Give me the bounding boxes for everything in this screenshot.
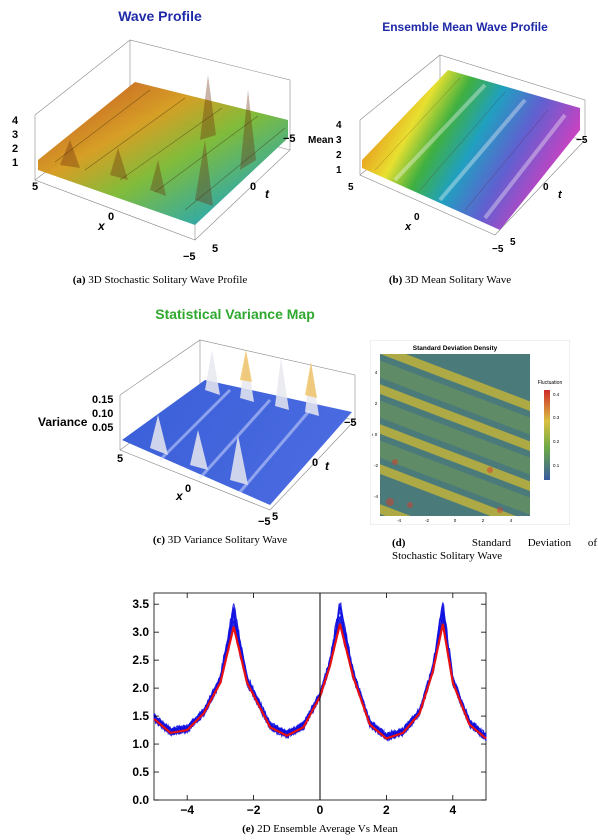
panel-c-xtick: −5 bbox=[258, 516, 271, 528]
panel-c-ttick: −5 bbox=[344, 417, 357, 429]
panel-d-xtick: 2 bbox=[482, 518, 485, 523]
panel-c-zlabel: Variance bbox=[38, 415, 88, 429]
x-tick-label: −2 bbox=[247, 803, 261, 817]
panel-a-ztick: 4 bbox=[12, 115, 19, 127]
panel-b-ztick: 2 bbox=[336, 150, 342, 161]
panel-a-xtick: 5 bbox=[32, 181, 38, 193]
panel-a-ttick: −5 bbox=[283, 133, 296, 145]
panel-d-ytick: 0 bbox=[375, 432, 378, 437]
panel-c-ztick: 0.15 bbox=[92, 394, 113, 406]
y-tick-label: 1.5 bbox=[132, 709, 149, 723]
panel-d-xtick: -4 bbox=[397, 518, 401, 523]
panel-b-caption-letter: (b) bbox=[388, 274, 403, 286]
panel-d-colorbar bbox=[544, 390, 550, 480]
panel-a-title: Wave Profile bbox=[118, 8, 202, 24]
panel-b-zlabel: Mean bbox=[308, 135, 334, 146]
panel-d-legend-tick: 0.1 bbox=[553, 463, 560, 468]
panel-b-ttick: 5 bbox=[510, 237, 516, 248]
panel-b-ztick: 4 bbox=[336, 120, 342, 131]
panel-d-ytick: -2 bbox=[374, 463, 378, 468]
panel-b-xlabel: x bbox=[404, 221, 412, 233]
panel-d-caption-line1: Standard Deviation of bbox=[471, 537, 597, 549]
panel-e-caption-text: 2D Ensemble Average Vs Mean bbox=[257, 823, 398, 835]
panel-a: Wave Profile bbox=[0, 0, 300, 295]
panel-d-caption-letter: (d) bbox=[392, 537, 406, 549]
panel-b-title: Ensemble Mean Wave Profile bbox=[382, 20, 548, 34]
panel-c-ztick: 0.10 bbox=[92, 408, 113, 420]
panel-a-caption-letter: (a) bbox=[72, 274, 86, 286]
panel-d-legend-tick: 0.4 bbox=[553, 392, 560, 397]
x-tick-label: 4 bbox=[449, 803, 456, 817]
panel-b-plot: 4 3 2 1 Mean 5 0 −5 x −5 0 5 t bbox=[308, 54, 588, 255]
panel-e-caption-letter: (e) bbox=[242, 823, 255, 835]
panel-b-tlabel: t bbox=[558, 189, 563, 201]
panel-c-caption: (c) 3D Variance Solitary Wave bbox=[120, 534, 320, 546]
panel-e: 0.0 0.5 1.0 1.5 2.0 2.5 3.0 3.5 −4 −2 0 2 4 (e) 2D E… bbox=[0, 585, 598, 840]
panel-d-plot: Standard Deviation Density -4 -2 0 bbox=[370, 340, 570, 525]
panel-d-xtick: 0 bbox=[454, 518, 457, 523]
panel-b-caption-text: 3D Mean Solitary Wave bbox=[405, 274, 512, 286]
panel-a-ztick: 2 bbox=[12, 143, 18, 155]
panel-c-ttick: 5 bbox=[272, 511, 278, 523]
panel-d-ytick: 4 bbox=[375, 370, 378, 375]
panel-a-ttick: 5 bbox=[212, 243, 218, 255]
panel-b-ztick: 1 bbox=[336, 165, 342, 176]
x-tick-label: 0 bbox=[317, 803, 324, 817]
panel-c-tlabel: t bbox=[325, 459, 330, 473]
panel-d-caption: (d) Standard Deviation of Stochastic Sol… bbox=[392, 537, 597, 563]
panel-b-caption: (b) 3D Mean Solitary Wave bbox=[330, 274, 570, 286]
panel-a-caption-text: 3D Stochastic Solitary Wave Profile bbox=[88, 274, 248, 286]
panel-c-title: Statistical Variance Map bbox=[155, 306, 315, 322]
panel-b-xtick: 0 bbox=[414, 212, 420, 223]
y-tick-label: 1.0 bbox=[132, 737, 149, 751]
panel-b-ztick: 3 bbox=[336, 135, 342, 146]
panel-c-xlabel: x bbox=[175, 489, 184, 503]
y-tick-label: 0.0 bbox=[132, 793, 149, 807]
panel-c-ttick: 0 bbox=[312, 457, 318, 469]
panel-e-caption: (e) 2D Ensemble Average Vs Mean bbox=[200, 823, 440, 835]
panel-d-ytick: -4 bbox=[374, 494, 378, 499]
panel-c: Statistical Variance Map 0.15 bbox=[0, 300, 370, 555]
y-tick-label: 2.0 bbox=[132, 681, 149, 695]
panel-a-caption: (a) 3D Stochastic Solitary Wave Profile bbox=[40, 274, 280, 286]
panel-b-ttick: 0 bbox=[543, 182, 549, 193]
panel-c-xtick: 5 bbox=[117, 453, 123, 465]
panel-a-xtick: −5 bbox=[183, 251, 196, 263]
panel-a-ztick: 1 bbox=[12, 157, 18, 169]
x-tick-label: 2 bbox=[383, 803, 390, 817]
panel-c-xtick: 0 bbox=[185, 483, 191, 495]
panel-a-xlabel: x bbox=[97, 219, 106, 233]
panel-a-ttick: 0 bbox=[250, 181, 256, 193]
panel-a-ztick: 3 bbox=[12, 129, 18, 141]
panel-d-xtick: 4 bbox=[510, 518, 513, 523]
panel-b: Ensemble Mean Wave Profile bbox=[300, 0, 598, 295]
panel-b-ttick: −5 bbox=[576, 135, 588, 146]
panel-c-plot: 0.15 0.10 0.05 Variance 5 0 −5 x −5 0 5 … bbox=[38, 339, 357, 528]
panel-b-xtick: −5 bbox=[492, 244, 504, 255]
panel-a-plot: 4 3 2 1 5 0 −5 x −5 0 5 t bbox=[12, 39, 296, 263]
panel-c-caption-letter: (c) bbox=[152, 534, 166, 546]
panel-d-legend-tick: 0.2 bbox=[553, 439, 560, 444]
panel-d-legend-title: Fluctuation bbox=[538, 380, 563, 386]
panel-a-xtick: 0 bbox=[108, 211, 114, 223]
x-tick-label: −4 bbox=[180, 803, 194, 817]
y-tick-label: 0.5 bbox=[132, 765, 149, 779]
y-tick-label: 3.5 bbox=[132, 597, 149, 611]
panel-b-xtick: 5 bbox=[348, 182, 354, 193]
panel-e-chart: 0.0 0.5 1.0 1.5 2.0 2.5 3.0 3.5 −4 −2 0 2 4 bbox=[132, 592, 487, 817]
panel-a-tlabel: t bbox=[265, 187, 270, 201]
y-tick-label: 2.5 bbox=[132, 653, 149, 667]
panel-c-caption-text: 3D Variance Solitary Wave bbox=[167, 534, 288, 546]
panel-d-ylabel: t bbox=[372, 432, 374, 437]
panel-d: Standard Deviation Density -4 -2 0 bbox=[370, 340, 598, 570]
panel-d-xlabel: x bbox=[454, 524, 456, 525]
panel-d-title: Standard Deviation Density bbox=[413, 345, 498, 352]
panel-d-caption-line2: Stochastic Solitary Wave bbox=[392, 550, 503, 562]
panel-d-xtick: -2 bbox=[425, 518, 429, 523]
y-tick-label: 3.0 bbox=[132, 625, 149, 639]
panel-c-ztick: 0.05 bbox=[92, 422, 113, 434]
panel-d-ytick: 2 bbox=[375, 401, 378, 406]
panel-d-legend-tick: 0.3 bbox=[553, 415, 560, 420]
